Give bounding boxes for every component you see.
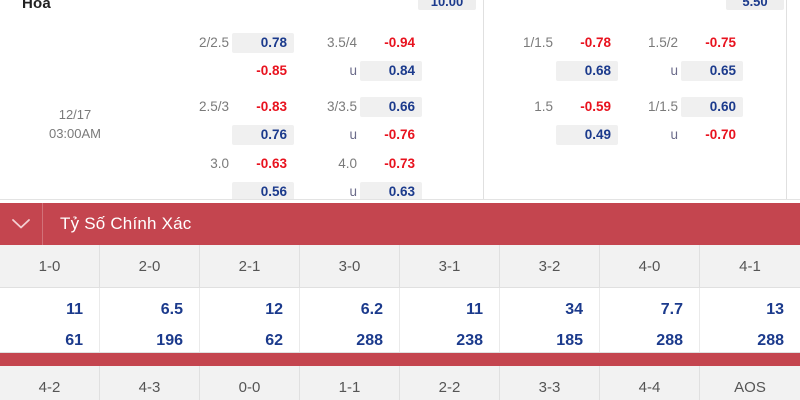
correct-score-column: 11 61 bbox=[0, 288, 100, 361]
odds-value-over[interactable]: -0.59 bbox=[580, 99, 611, 114]
correct-score-header-cell: 2-0 bbox=[100, 245, 200, 287]
correct-score-header-cell: 1-1 bbox=[300, 366, 400, 400]
correct-score-odd-primary[interactable]: 12 bbox=[265, 300, 283, 318]
correct-score-header-cell: 4-0 bbox=[600, 245, 700, 287]
correct-score-odd-primary[interactable]: 34 bbox=[565, 300, 583, 318]
section-separator-strip bbox=[0, 353, 800, 366]
odds-value-under[interactable]: -0.76 bbox=[384, 127, 415, 142]
odds-value-over[interactable]: -0.94 bbox=[384, 35, 415, 50]
correct-score-table-secondary: 4-2 4-3 0-0 1-1 2-2 3-3 4-4 AOS bbox=[0, 366, 800, 400]
correct-score-header-row: 1-0 2-0 2-1 3-0 3-1 3-2 4-0 4-1 bbox=[0, 245, 800, 288]
odds-value-under[interactable]: -0.85 bbox=[256, 63, 287, 78]
match-datetime: 12/17 03:00AM bbox=[20, 105, 130, 143]
odds-under-prefix: u bbox=[349, 127, 357, 142]
correct-score-header-cell: 3-2 bbox=[500, 245, 600, 287]
match-date: 12/17 bbox=[58, 107, 92, 122]
odds-line-label: 1.5 bbox=[534, 99, 553, 114]
odds-line-label: 2/2.5 bbox=[198, 35, 229, 50]
match-time: 03:00AM bbox=[48, 126, 102, 141]
odds-value-over[interactable]: 0.78 bbox=[232, 33, 294, 53]
correct-score-odd-primary[interactable]: 6.5 bbox=[160, 300, 183, 318]
correct-score-header-cell: 4-2 bbox=[0, 366, 100, 400]
odds-value-over[interactable]: -0.73 bbox=[384, 156, 415, 171]
panel-vertical-divider-1 bbox=[483, 0, 484, 200]
odds-line-label: 1/1.5 bbox=[647, 99, 678, 114]
correct-score-odd-secondary[interactable]: 238 bbox=[456, 331, 483, 349]
correct-score-header-cell: 0-0 bbox=[200, 366, 300, 400]
odds-value-over[interactable]: -0.75 bbox=[705, 35, 736, 50]
correct-score-odd-primary[interactable]: 13 bbox=[766, 300, 784, 318]
odds-value-under[interactable]: 0.76 bbox=[232, 125, 294, 145]
panel-vertical-divider-2 bbox=[786, 0, 787, 200]
section-title: Tỷ Số Chính Xác bbox=[60, 214, 192, 233]
correct-score-column: 6.2 288 bbox=[300, 288, 400, 361]
odds-panel: Hòa 10.00 5.50 12/17 03:00AM 2/2.5 0.78 -0… bbox=[0, 0, 800, 200]
correct-score-values: 11 61 6.5 196 12 62 6.2 288 11 238 34 185 7.7 288 13 28… bbox=[0, 288, 800, 361]
odds-value-under[interactable]: 0.49 bbox=[556, 125, 618, 145]
correct-score-section-header[interactable]: Tỷ Số Chính Xác bbox=[0, 203, 800, 245]
correct-score-header-cell: 3-1 bbox=[400, 245, 500, 287]
odds-line-label: 1/1.5 bbox=[522, 35, 553, 50]
odds-value-over[interactable]: -0.63 bbox=[256, 156, 287, 171]
odds-value-under[interactable]: 0.68 bbox=[556, 61, 618, 81]
odds-badge-right[interactable]: 5.50 bbox=[726, 0, 784, 10]
odds-badge-left[interactable]: 10.00 bbox=[418, 0, 476, 10]
score-block-divider bbox=[0, 352, 800, 353]
correct-score-header-cell: 4-4 bbox=[600, 366, 700, 400]
correct-score-odd-secondary[interactable]: 62 bbox=[265, 331, 283, 349]
correct-score-odd-secondary[interactable]: 196 bbox=[156, 331, 183, 349]
odds-line-label: 2.5/3 bbox=[198, 99, 229, 114]
odds-value-under[interactable]: 0.63 bbox=[360, 182, 422, 200]
odds-under-prefix: u bbox=[349, 184, 357, 199]
correct-score-odd-primary[interactable]: 6.2 bbox=[360, 300, 383, 318]
correct-score-header-cell: 1-0 bbox=[0, 245, 100, 287]
correct-score-header-cell: 2-1 bbox=[200, 245, 300, 287]
odds-line-label: 4.0 bbox=[338, 156, 357, 171]
correct-score-column: 11 238 bbox=[400, 288, 500, 361]
correct-score-column: 34 185 bbox=[500, 288, 600, 361]
odds-value-over[interactable]: 0.60 bbox=[681, 97, 743, 117]
odds-line-label: 3/3.5 bbox=[326, 99, 357, 114]
correct-score-header-cell: 4-1 bbox=[739, 257, 761, 275]
odds-value-over[interactable]: 0.66 bbox=[360, 97, 422, 117]
odds-line-label: 3.5/4 bbox=[326, 35, 357, 50]
correct-score-odd-secondary[interactable]: 288 bbox=[356, 331, 383, 349]
correct-score-header-cell: 3-3 bbox=[500, 366, 600, 400]
correct-score-odd-primary[interactable]: 11 bbox=[466, 300, 483, 318]
odds-value-under[interactable]: 0.56 bbox=[232, 182, 294, 200]
correct-score-odd-secondary[interactable]: 61 bbox=[65, 331, 83, 349]
correct-score-table: 1-0 2-0 2-1 3-0 3-1 3-2 4-0 4-1 11 61 6.5 196 12 62 6… bbox=[0, 245, 800, 361]
odds-line-label: 1.5/2 bbox=[647, 35, 678, 50]
correct-score-header-cell: 2-2 bbox=[400, 366, 500, 400]
odds-line-label: 3.0 bbox=[210, 156, 229, 171]
correct-score-odd-secondary[interactable]: 185 bbox=[556, 331, 583, 349]
odds-value-over[interactable]: -0.83 bbox=[256, 99, 287, 114]
correct-score-header-cell: 4-3 bbox=[100, 366, 200, 400]
correct-score-column: 12 62 bbox=[200, 288, 300, 361]
correct-score-column: 13 288 bbox=[700, 288, 800, 361]
correct-score-header-cell: 3-0 bbox=[300, 245, 400, 287]
correct-score-odd-secondary[interactable]: 288 bbox=[757, 331, 784, 349]
odds-value-under[interactable]: 0.84 bbox=[360, 61, 422, 81]
correct-score-odd-primary[interactable]: 11 bbox=[66, 300, 83, 318]
panel-bottom-divider bbox=[0, 199, 800, 200]
correct-score-column: 7.7 288 bbox=[600, 288, 700, 361]
correct-score-column: 6.5 196 bbox=[100, 288, 200, 361]
draw-label: Hòa bbox=[22, 0, 51, 12]
odds-value-under[interactable]: -0.70 bbox=[705, 127, 736, 142]
odds-under-prefix: u bbox=[349, 63, 357, 78]
odds-under-prefix: u bbox=[670, 127, 678, 142]
chevron-down-icon[interactable] bbox=[0, 203, 43, 245]
odds-value-under[interactable]: 0.65 bbox=[681, 61, 743, 81]
correct-score-odd-secondary[interactable]: 288 bbox=[656, 331, 683, 349]
correct-score-header-row-secondary: 4-2 4-3 0-0 1-1 2-2 3-3 4-4 AOS bbox=[0, 366, 800, 400]
odds-under-prefix: u bbox=[670, 63, 678, 78]
correct-score-header-cell: AOS bbox=[734, 378, 766, 396]
correct-score-odd-primary[interactable]: 7.7 bbox=[660, 300, 683, 318]
odds-value-over[interactable]: -0.78 bbox=[580, 35, 611, 50]
